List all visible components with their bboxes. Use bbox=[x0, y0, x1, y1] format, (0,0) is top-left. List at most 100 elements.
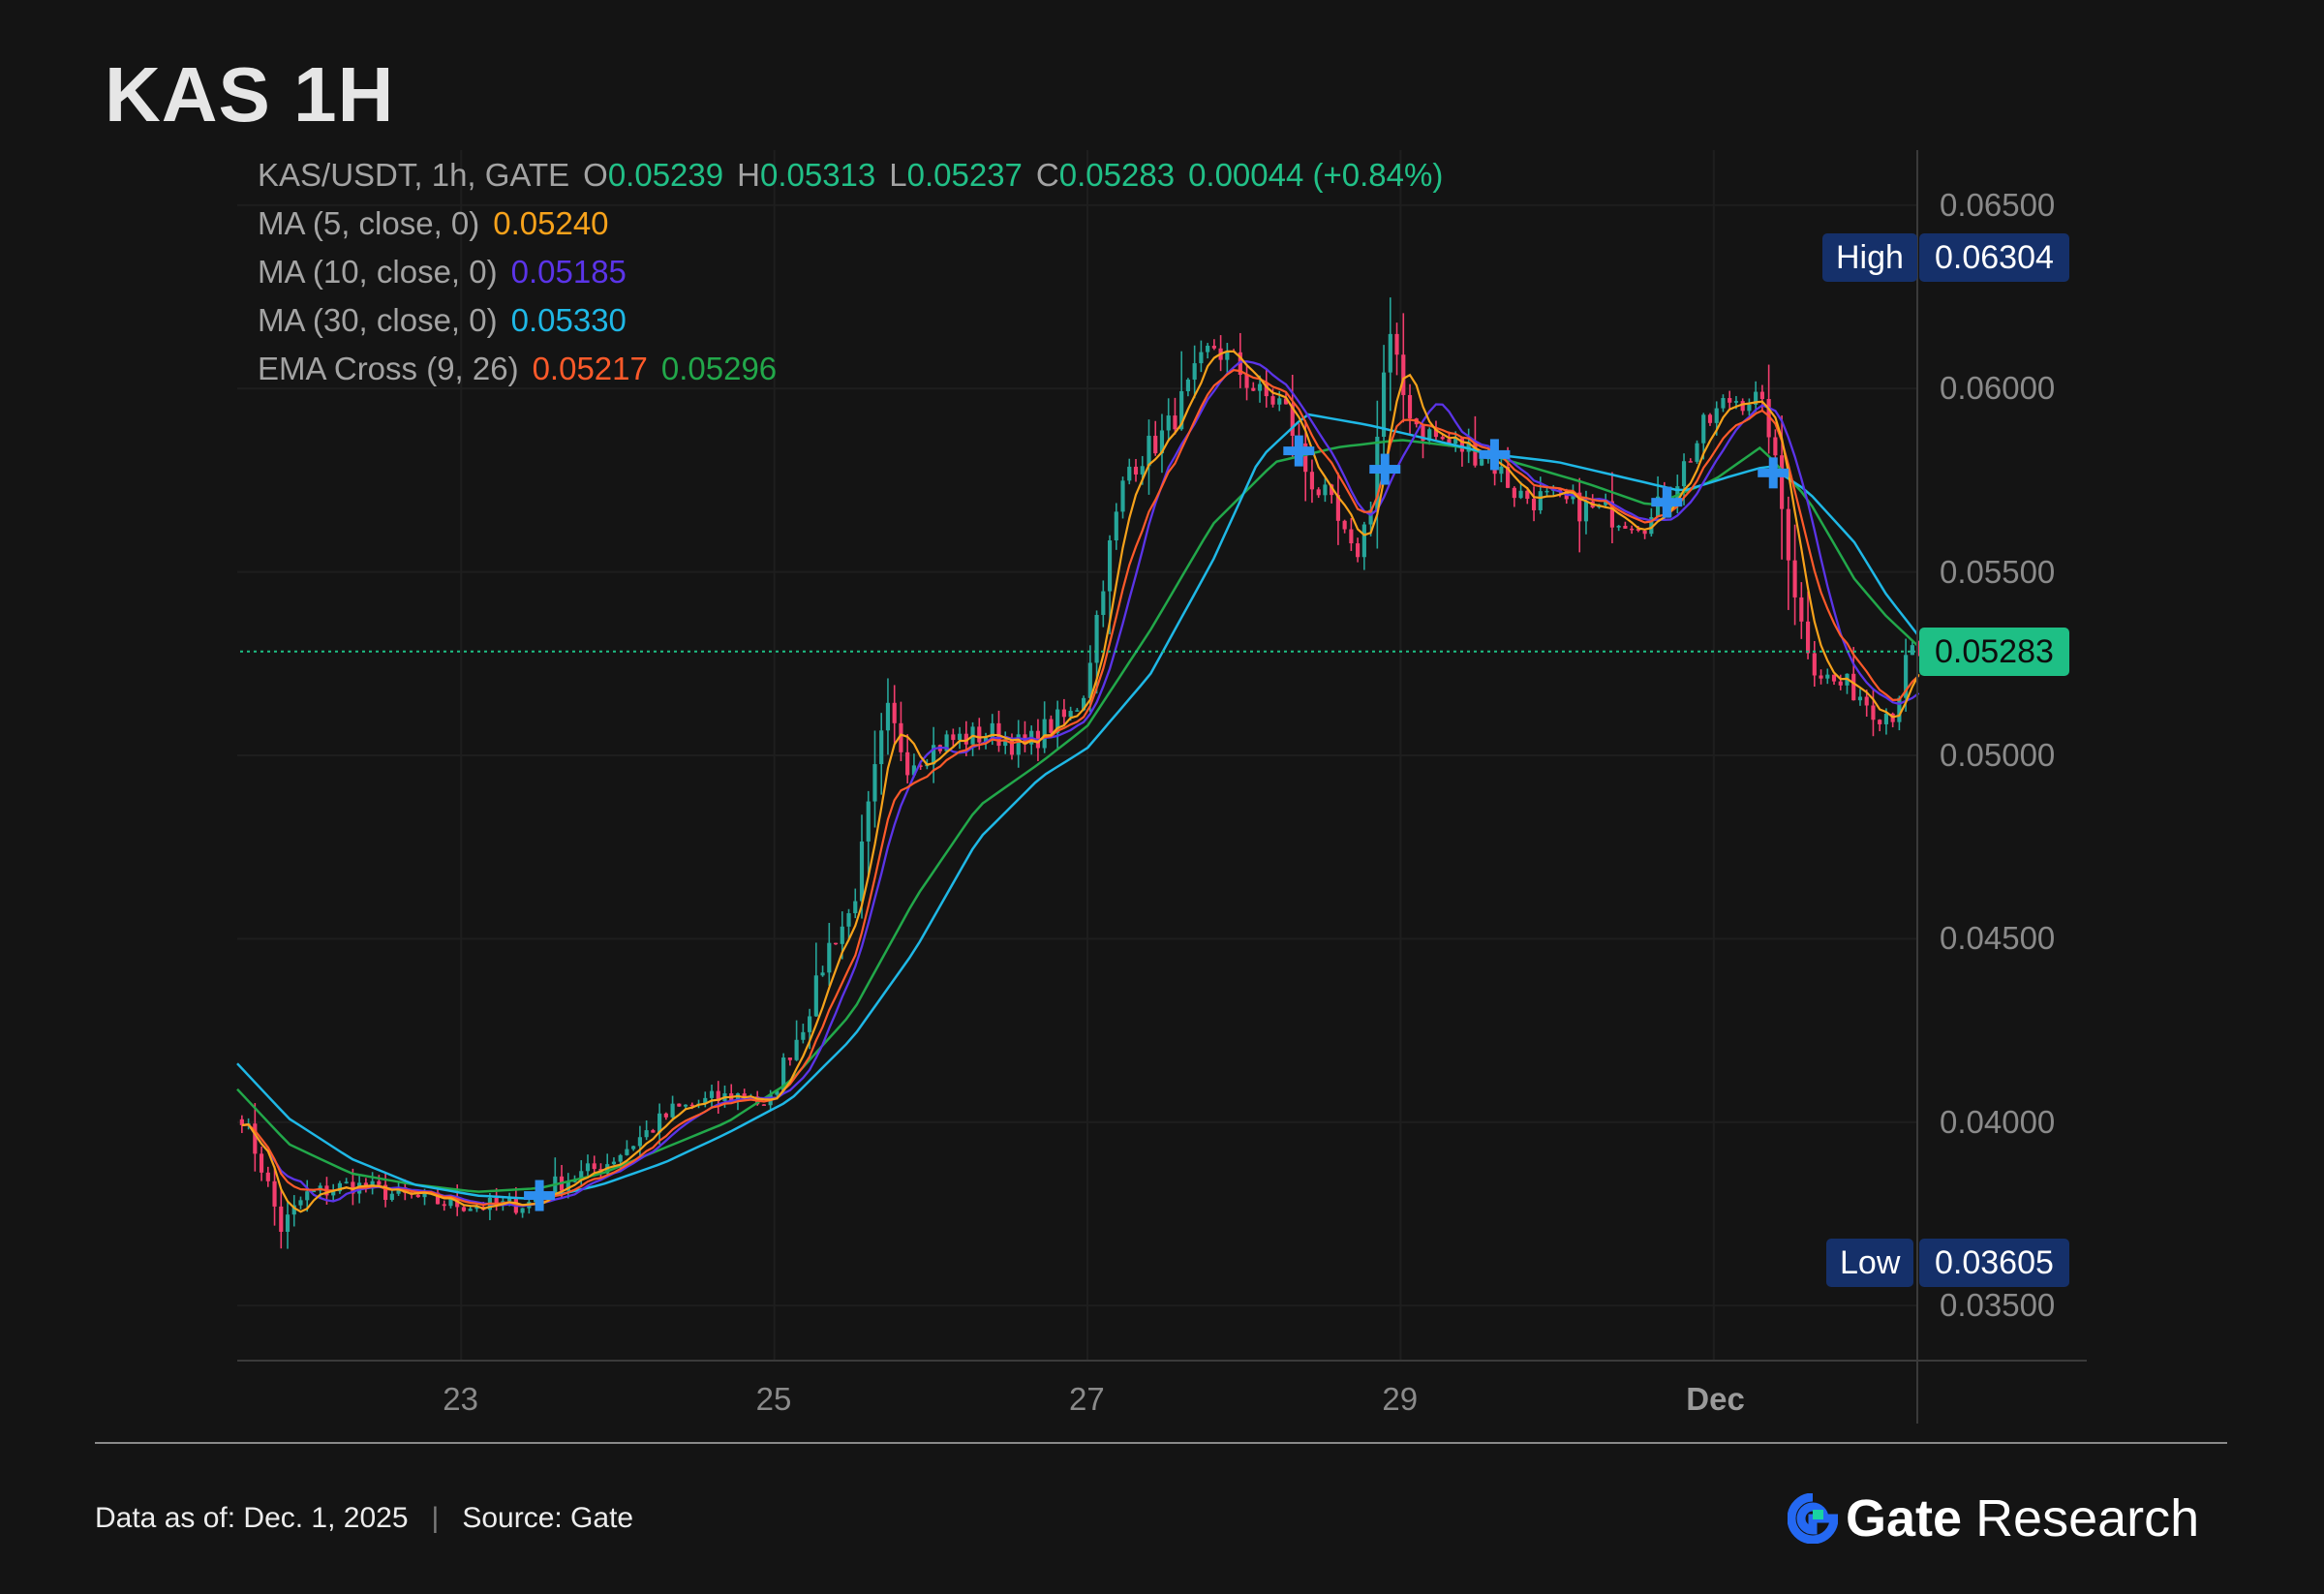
change-value: 0.00044 (+0.84%) bbox=[1188, 157, 1444, 193]
close-label: C bbox=[1035, 157, 1059, 193]
candle-body bbox=[1878, 720, 1882, 724]
chart-title: KAS 1H bbox=[105, 51, 395, 138]
candle-body bbox=[1733, 401, 1739, 403]
candle-body bbox=[801, 1031, 806, 1040]
candle-body bbox=[1381, 372, 1387, 437]
candle-body bbox=[1604, 501, 1608, 506]
candle-body bbox=[1583, 501, 1589, 522]
ma5-line bbox=[241, 350, 1920, 1213]
candle-body bbox=[1871, 705, 1876, 720]
candle-body bbox=[1440, 437, 1445, 440]
candle-body bbox=[703, 1097, 708, 1104]
candle-body bbox=[435, 1192, 441, 1205]
candle-body bbox=[272, 1180, 277, 1207]
candle-body bbox=[1754, 391, 1758, 405]
candle-body bbox=[1780, 455, 1785, 509]
candle-body bbox=[1916, 645, 1921, 652]
x-tick-label: 23 bbox=[443, 1381, 478, 1417]
candle-body bbox=[644, 1130, 649, 1138]
candle-body bbox=[1055, 709, 1060, 733]
candle-body bbox=[944, 734, 949, 751]
candle-body bbox=[1897, 697, 1902, 722]
candle-body bbox=[239, 1119, 244, 1125]
candle-body bbox=[859, 841, 865, 902]
candle-body bbox=[735, 1093, 741, 1102]
cross-markers-layer bbox=[524, 435, 1789, 1211]
candle-body bbox=[337, 1182, 343, 1192]
candle-body bbox=[957, 733, 963, 741]
candle-body bbox=[1805, 621, 1811, 654]
ma30-label: MA (30, close, 0) bbox=[258, 302, 498, 338]
candle-body bbox=[1609, 501, 1614, 528]
ema26-line bbox=[236, 439, 1918, 1193]
candle-body bbox=[1179, 390, 1184, 430]
candle-body bbox=[1531, 499, 1537, 510]
candle-body bbox=[1147, 435, 1151, 467]
candle-body bbox=[1721, 398, 1726, 409]
footer-divider bbox=[95, 1442, 2227, 1444]
candle-body bbox=[468, 1209, 473, 1211]
indicator-lines-layer bbox=[236, 350, 1920, 1213]
ema-cross-marker bbox=[524, 1180, 556, 1211]
candle-body bbox=[1361, 524, 1366, 558]
candle-body bbox=[1577, 492, 1582, 522]
candle-body bbox=[311, 1190, 317, 1193]
candle-body bbox=[1107, 540, 1113, 592]
candle-body bbox=[1068, 711, 1073, 718]
candle-body bbox=[618, 1154, 623, 1162]
candle-body bbox=[1766, 398, 1771, 438]
candle-body bbox=[1642, 530, 1647, 535]
candle-body bbox=[1792, 560, 1797, 598]
y-tick-label: 0.06000 bbox=[1940, 370, 2056, 407]
candle-body bbox=[1225, 351, 1230, 360]
candle-body bbox=[1206, 346, 1210, 353]
high-value: 0.05313 bbox=[759, 157, 876, 193]
candle-body bbox=[1042, 719, 1047, 749]
candle-body bbox=[1799, 597, 1804, 622]
candle-body bbox=[1864, 696, 1869, 706]
candle-body bbox=[553, 1176, 558, 1196]
candle-body bbox=[1244, 374, 1249, 388]
candle-body bbox=[670, 1103, 675, 1118]
candle-body bbox=[885, 702, 891, 731]
candle-body bbox=[689, 1104, 694, 1107]
candle-body bbox=[983, 737, 989, 743]
candle-body bbox=[1016, 734, 1021, 755]
x-tick-label: 25 bbox=[755, 1381, 792, 1417]
candle-body bbox=[1525, 490, 1530, 500]
candle-body bbox=[1159, 430, 1165, 454]
candle-body bbox=[1714, 408, 1719, 423]
candle-body bbox=[1368, 509, 1373, 525]
candle-body bbox=[1747, 404, 1752, 412]
ema-cross-marker bbox=[1758, 457, 1789, 489]
candle-body bbox=[1283, 398, 1289, 405]
candle-body bbox=[253, 1123, 258, 1154]
candle-body bbox=[637, 1137, 642, 1147]
candle-body bbox=[1838, 681, 1843, 686]
candle-body bbox=[840, 926, 844, 944]
candle-body bbox=[663, 1113, 668, 1118]
candle-body bbox=[1264, 383, 1269, 397]
candle-body bbox=[344, 1181, 349, 1183]
candle-body bbox=[1173, 415, 1177, 430]
candle-body bbox=[1857, 696, 1863, 701]
candle-body bbox=[990, 722, 994, 738]
candle-body bbox=[1114, 511, 1118, 541]
candle-body bbox=[1257, 383, 1263, 391]
candle-body bbox=[305, 1191, 310, 1201]
candle-body bbox=[1323, 484, 1328, 496]
candle-body bbox=[1166, 415, 1171, 431]
candle-body bbox=[1192, 363, 1197, 380]
last-price-marker: 0.05283 bbox=[1919, 627, 2069, 676]
candle-body bbox=[905, 751, 910, 776]
candle-body bbox=[846, 913, 851, 927]
candle-body bbox=[1883, 713, 1889, 724]
candle-body bbox=[781, 1058, 786, 1091]
candle-body bbox=[1557, 489, 1563, 491]
gate-logo-icon bbox=[1788, 1493, 1838, 1544]
y-tick-label: 0.04500 bbox=[1940, 920, 2056, 957]
data-date: Data as of: Dec. 1, 2025 bbox=[95, 1502, 409, 1534]
candle-body bbox=[1655, 496, 1661, 518]
candle-body bbox=[1812, 653, 1817, 676]
